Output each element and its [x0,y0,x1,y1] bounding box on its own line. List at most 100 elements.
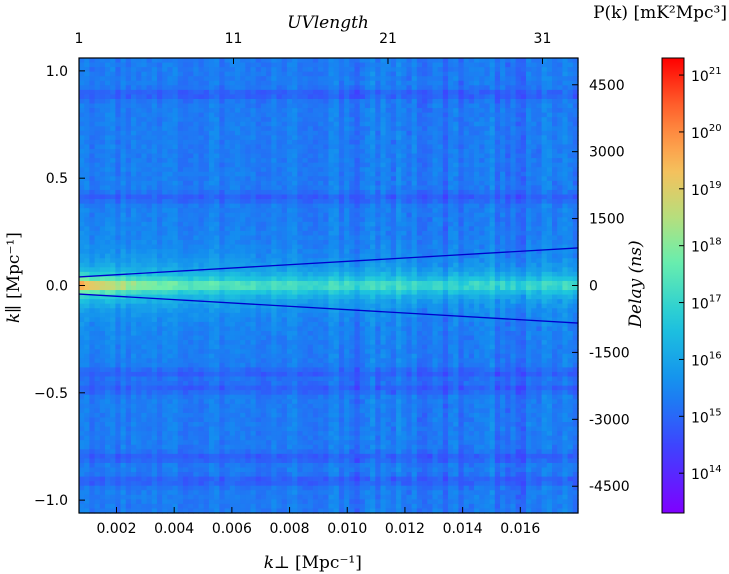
heatmap-cell [104,203,111,209]
heatmap-cell [234,390,241,396]
heatmap-cell [162,244,168,250]
heatmap-cell [198,503,205,510]
heatmap-cell [307,294,314,300]
heatmap-cell [333,58,340,64]
heatmap-cell [130,476,137,482]
heatmap-cell [162,117,168,123]
heatmap-cell [224,130,231,136]
heatmap-cell [89,422,96,428]
heatmap-cell [177,212,184,218]
heatmap-cell [281,435,288,441]
heatmap-cell [219,340,226,346]
heatmap-cell [292,230,298,237]
heatmap-cell [240,249,246,255]
heatmap-cell [240,271,246,277]
heatmap-cell [255,403,262,409]
heatmap-cell [219,490,226,496]
heatmap-cell [214,176,220,182]
heatmap-cell [266,226,272,232]
heatmap-cell [120,71,127,77]
heatmap-cell [136,381,142,387]
heatmap-cell [271,476,278,482]
heatmap-cell [89,76,96,82]
heatmap-cell [245,135,252,141]
heatmap-cell [260,467,267,473]
heatmap-cell [115,476,122,482]
heatmap-cell [203,285,210,291]
heatmap-cell [302,226,309,232]
heatmap-cell [125,499,132,505]
heatmap-cell [172,258,179,264]
heatmap-cell [89,412,96,419]
heatmap-cell [99,472,106,478]
heatmap-cell [208,481,215,487]
heatmap-cell [162,212,168,218]
heatmap-cell [198,112,205,118]
heatmap-cell [292,321,298,328]
heatmap-cell [84,317,90,323]
heatmap-cell [172,326,179,332]
heatmap-cell [271,221,278,227]
heatmap-cell [104,280,111,287]
heatmap-cell [115,71,122,77]
heatmap-cell [110,262,116,268]
heatmap-cell [234,58,241,64]
heatmap-cell [188,212,194,218]
heatmap-cell [141,139,148,146]
heatmap-cell [297,71,304,77]
heatmap-cell [250,130,257,136]
heatmap-cell [219,276,226,282]
heatmap-cell [260,508,267,514]
heatmap-cell [281,412,288,419]
heatmap-cell [79,331,85,337]
heatmap-cell [156,180,163,186]
heatmap-cell [146,158,153,164]
heatmap-cell [125,335,132,341]
heatmap-cell [255,189,262,196]
heatmap-cell [208,458,215,464]
heatmap-cell [177,412,184,419]
heatmap-cell [94,399,101,405]
heatmap-cell [245,112,252,118]
heatmap-cell [99,435,106,441]
heatmap-cell [229,98,236,105]
heatmap-cell [203,276,210,282]
heatmap-cell [151,135,158,141]
heatmap-cell [203,262,210,268]
heatmap-cell [141,76,148,82]
heatmap-cell [286,80,293,86]
heatmap-cell [94,490,101,496]
heatmap-cell [250,394,257,400]
heatmap-cell [214,89,220,95]
heatmap-cell [255,390,262,396]
heatmap-cell [125,385,132,391]
heatmap-cell [177,226,184,232]
heatmap-cell [120,308,127,314]
heatmap-cell [312,294,319,300]
heatmap-cell [188,326,194,332]
heatmap-cell [250,67,257,73]
heatmap-cell [281,344,288,350]
heatmap-cell [255,408,262,414]
heatmap-cell [146,412,153,419]
heatmap-cell [333,199,340,205]
heatmap-cell [281,280,288,287]
heatmap-cell [136,171,142,177]
heatmap-cell [94,440,101,446]
heatmap-cell [219,440,226,446]
heatmap-cell [79,189,85,196]
heatmap-cell [125,381,132,387]
heatmap-cell [292,144,298,150]
heatmap-cell [172,303,179,309]
heatmap-cell [162,431,168,437]
heatmap-cell [245,176,252,182]
heatmap-cell [110,176,116,182]
heatmap-cell [302,89,309,95]
heatmap-cell [229,280,236,287]
heatmap-cell [79,303,85,309]
heatmap-cell [193,453,200,459]
heatmap-cell [333,376,340,382]
heatmap-cell [89,126,96,132]
heatmap-cell [84,208,90,214]
heatmap-cell [297,503,304,510]
